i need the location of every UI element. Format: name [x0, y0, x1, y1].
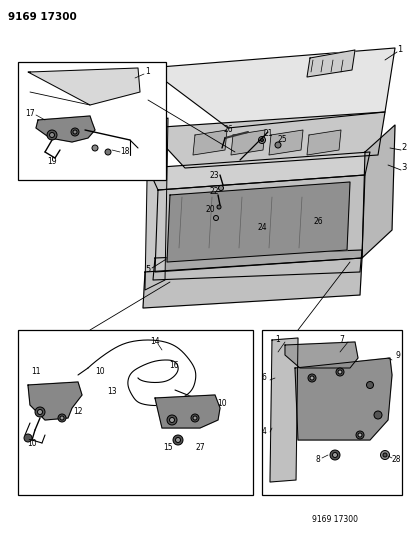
Circle shape: [259, 136, 266, 143]
Text: 10: 10: [27, 439, 37, 448]
Text: 6: 6: [261, 374, 266, 383]
Text: 1: 1: [145, 68, 150, 77]
Circle shape: [332, 453, 337, 457]
Circle shape: [92, 145, 98, 151]
Circle shape: [374, 411, 382, 419]
Circle shape: [49, 133, 55, 138]
Circle shape: [35, 407, 45, 417]
Text: 10: 10: [217, 399, 227, 408]
Polygon shape: [167, 182, 350, 262]
Circle shape: [169, 417, 175, 423]
Text: 26: 26: [223, 125, 233, 134]
Circle shape: [358, 433, 362, 437]
Text: 7: 7: [339, 335, 344, 344]
Text: 9: 9: [395, 351, 400, 359]
Circle shape: [308, 374, 316, 382]
Circle shape: [175, 438, 180, 442]
Circle shape: [191, 414, 199, 422]
Text: 23: 23: [209, 171, 219, 180]
Circle shape: [310, 376, 314, 380]
Circle shape: [193, 416, 197, 420]
Polygon shape: [28, 68, 140, 105]
Circle shape: [60, 416, 64, 420]
Text: 9169 17300: 9169 17300: [8, 12, 77, 22]
Circle shape: [383, 453, 387, 457]
Text: 24: 24: [257, 223, 267, 232]
Text: 20: 20: [205, 206, 215, 214]
Circle shape: [173, 435, 183, 445]
Polygon shape: [155, 175, 365, 272]
Circle shape: [275, 142, 281, 148]
Circle shape: [24, 434, 32, 442]
Circle shape: [71, 128, 79, 136]
Circle shape: [217, 205, 221, 209]
Text: 18: 18: [120, 148, 130, 157]
Circle shape: [47, 130, 57, 140]
Polygon shape: [285, 342, 358, 368]
Polygon shape: [269, 130, 303, 155]
Text: 5: 5: [145, 265, 150, 274]
Polygon shape: [295, 358, 392, 440]
Text: 14: 14: [150, 337, 160, 346]
Circle shape: [330, 450, 340, 460]
Text: 28: 28: [391, 456, 401, 464]
Polygon shape: [148, 48, 395, 128]
Circle shape: [167, 415, 177, 425]
Polygon shape: [362, 125, 395, 258]
Circle shape: [381, 450, 390, 459]
Bar: [18, 330, 253, 495]
Text: 26: 26: [313, 217, 323, 227]
Polygon shape: [145, 118, 168, 290]
Polygon shape: [231, 130, 265, 155]
Polygon shape: [155, 395, 220, 428]
Text: 1: 1: [397, 45, 403, 54]
Text: 17: 17: [25, 109, 35, 117]
Text: 13: 13: [107, 387, 117, 397]
Circle shape: [367, 382, 374, 389]
Circle shape: [73, 130, 77, 134]
Text: 19: 19: [47, 157, 57, 166]
Circle shape: [356, 431, 364, 439]
Text: 10: 10: [95, 367, 105, 376]
Text: 2: 2: [402, 143, 406, 152]
Text: 8: 8: [316, 456, 321, 464]
Text: 4: 4: [261, 427, 266, 437]
Polygon shape: [307, 50, 355, 77]
Bar: [262, 330, 402, 495]
Text: 3: 3: [401, 164, 407, 173]
Polygon shape: [148, 112, 385, 168]
Text: 25: 25: [277, 135, 287, 144]
Text: 9169 17300: 9169 17300: [312, 515, 358, 524]
Text: 15: 15: [163, 443, 173, 453]
Polygon shape: [193, 130, 227, 155]
Circle shape: [338, 370, 342, 374]
Bar: [18, 62, 166, 180]
Polygon shape: [143, 258, 362, 308]
Text: 21: 21: [263, 130, 273, 139]
Circle shape: [105, 149, 111, 155]
Circle shape: [336, 368, 344, 376]
Polygon shape: [153, 250, 362, 280]
Circle shape: [219, 185, 224, 190]
Polygon shape: [36, 116, 95, 142]
Text: 1: 1: [276, 335, 280, 344]
Text: 11: 11: [31, 367, 41, 376]
Polygon shape: [148, 152, 370, 190]
Polygon shape: [28, 382, 82, 420]
Text: 22: 22: [209, 188, 219, 197]
Polygon shape: [270, 338, 298, 482]
Circle shape: [37, 409, 42, 415]
Text: 16: 16: [169, 360, 179, 369]
Circle shape: [261, 139, 263, 141]
Circle shape: [58, 414, 66, 422]
Text: 12: 12: [73, 408, 83, 416]
Polygon shape: [307, 130, 341, 155]
Circle shape: [213, 215, 219, 221]
Text: 27: 27: [195, 443, 205, 453]
